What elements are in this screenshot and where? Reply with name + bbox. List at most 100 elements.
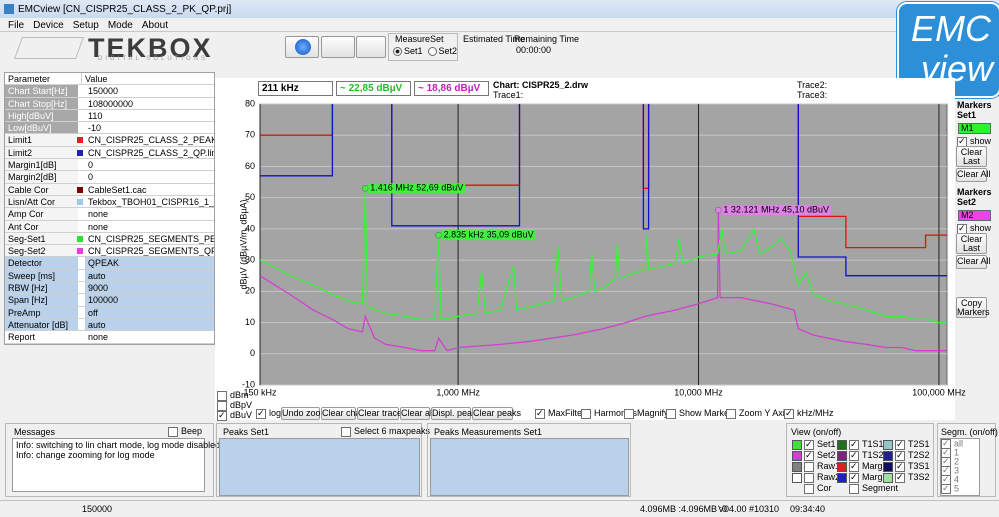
color-cell (77, 137, 83, 144)
param-value: 110 (85, 109, 214, 122)
param-value: off (85, 306, 214, 318)
button[interactable]: Clear chart (321, 407, 367, 420)
button[interactable]: Clear Last (956, 233, 987, 254)
button[interactable]: Undo zoom (281, 407, 329, 420)
checkbox-label: Beep (181, 426, 203, 436)
param-value: 0 (85, 159, 214, 171)
checkbox-label: Harmonics (594, 408, 638, 418)
checkbox[interactable] (804, 450, 814, 461)
checkbox[interactable] (217, 390, 227, 401)
button[interactable]: Displ. peaks (431, 407, 482, 420)
param-name: Chart Stop[Hz] (5, 97, 78, 109)
marker-chip[interactable]: M1 (958, 123, 991, 134)
button[interactable]: Clear peaks (472, 407, 522, 420)
table-row: Margin2[dB] 0 (5, 171, 214, 184)
checkbox[interactable] (581, 408, 591, 419)
button[interactable]: Clear Last (956, 146, 987, 167)
panel-title: Peaks Measurements Set1 (434, 427, 543, 437)
checkbox[interactable] (804, 472, 814, 483)
trace-label: Trace1: (493, 90, 524, 100)
checkbox[interactable] (784, 408, 794, 419)
tekbox-logo: TEKBOX DIGITAL SOLUTIONS (8, 33, 248, 63)
checkbox-item: dBuV (217, 410, 253, 421)
toolbar-button[interactable] (321, 36, 355, 58)
button[interactable]: Clear all (400, 407, 435, 420)
color-swatch (792, 450, 802, 461)
chart-title: Chart: CISPR25_2.drw (493, 80, 589, 90)
radio-label: Set2 (438, 46, 458, 56)
checkbox[interactable] (941, 483, 951, 494)
checkbox[interactable] (256, 408, 266, 419)
param-value: CN_CISPR25_CLASS_2_QP.lim (85, 146, 214, 159)
checkbox[interactable] (804, 483, 814, 494)
remaining-time-label: Remaining Time (514, 34, 580, 44)
button[interactable]: Clear traces (357, 407, 407, 420)
readout: ~ 18,86 dBµV (414, 81, 489, 96)
checkbox[interactable] (849, 483, 859, 494)
checkbox-label: Marg2 (862, 472, 888, 482)
checkbox[interactable] (849, 461, 859, 472)
button[interactable]: Copy Markers (956, 297, 990, 318)
checkbox[interactable] (217, 410, 227, 421)
checkbox-label: MaxFilter (548, 408, 586, 418)
button[interactable]: Clear All (956, 168, 991, 182)
checkbox[interactable] (895, 439, 905, 450)
checkbox[interactable] (849, 472, 859, 483)
table-row: Seg-Set1 CN_CISPR25_SEGMENTS_PEAK.seg (5, 232, 214, 246)
checkbox-label: T2S1 (908, 439, 930, 449)
remaining-time-value: 00:00:00 (516, 45, 552, 55)
message-line: Info: change zooming for log mode (16, 450, 155, 460)
play-button[interactable] (285, 36, 319, 58)
checkbox[interactable] (849, 439, 859, 450)
param-value: none (85, 331, 214, 343)
checkbox[interactable] (804, 461, 814, 472)
checkbox[interactable] (535, 408, 545, 419)
radio-group: Set1 Set2 (393, 46, 462, 57)
checkbox-label: dBpV (230, 400, 253, 410)
marker-chip[interactable]: M2 (958, 210, 991, 221)
checkbox-item: Set2 (792, 450, 836, 461)
status-cell: 150000 (82, 504, 113, 514)
checkbox-label: dBuV (230, 410, 253, 420)
checkbox[interactable] (895, 450, 905, 461)
color-cell (77, 211, 83, 217)
checkbox[interactable] (666, 408, 676, 419)
button[interactable]: Clear All (956, 255, 991, 269)
table-row: PreAmp off (5, 306, 214, 319)
checkbox-item: T2S2 (883, 450, 930, 461)
checkbox-label: Zoom Y Axis (739, 408, 790, 418)
menu-item[interactable]: Setup (72, 20, 99, 31)
checkbox[interactable] (624, 408, 634, 419)
checkbox[interactable] (726, 408, 736, 419)
checkbox[interactable] (895, 472, 905, 483)
menu-item[interactable]: About (141, 20, 168, 31)
checkbox-item: Magnify (624, 408, 669, 419)
toolbar-button[interactable] (356, 36, 386, 58)
color-swatch (883, 439, 893, 450)
checkbox[interactable] (804, 439, 814, 450)
checkbox-item: Raw2 (792, 472, 840, 483)
menu-item[interactable]: Device (33, 20, 64, 31)
checkbox-label: Marg1 (862, 461, 888, 471)
param-name: Seg-Set2 (5, 245, 78, 257)
radio[interactable] (427, 47, 437, 57)
checkbox-label: T1S1 (862, 439, 884, 449)
checkbox-item: 5 (941, 483, 979, 494)
table-row: Span [Hz] 100000 (5, 294, 214, 307)
radio[interactable] (393, 47, 402, 57)
menu-item[interactable]: File (8, 20, 25, 31)
chart-frame (215, 78, 955, 420)
checkbox[interactable] (849, 450, 859, 461)
checkbox-item: Select 6 maxpeaks (341, 426, 430, 437)
checkbox-label: Raw1 (817, 461, 841, 471)
checkbox[interactable] (895, 461, 905, 472)
color-swatch (837, 439, 847, 450)
table-row: Lisn/Att Cor Tekbox_TBOH01_CISPR16_1_2_A_… (5, 195, 214, 209)
peaks-measurements-panel: Peaks Measurements Set1 (427, 423, 631, 497)
param-name: High[dBuV] (5, 109, 78, 122)
color-cell (77, 162, 83, 168)
checkbox[interactable] (341, 426, 351, 437)
menu-item[interactable]: Mode (107, 20, 133, 31)
checkbox[interactable] (168, 426, 178, 437)
